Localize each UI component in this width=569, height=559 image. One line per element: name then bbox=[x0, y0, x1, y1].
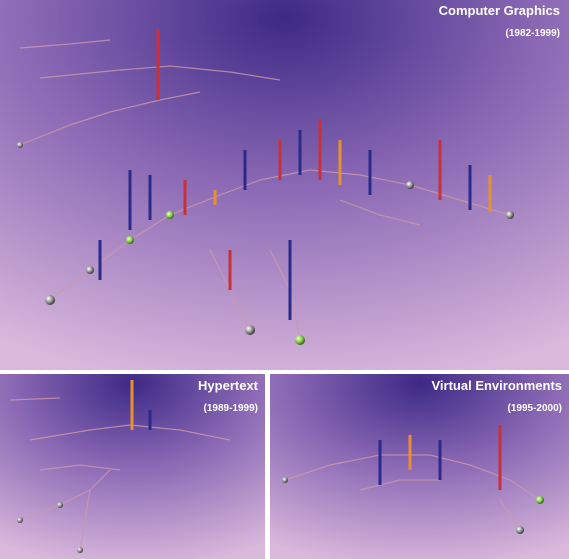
panel-background bbox=[0, 0, 569, 370]
panel-title: Computer Graphics bbox=[439, 3, 560, 18]
edges bbox=[9, 397, 231, 551]
panel-background bbox=[270, 374, 569, 559]
node bbox=[245, 325, 255, 335]
node bbox=[166, 211, 174, 219]
node bbox=[45, 295, 55, 305]
panel-hypertext: Hypertext (1989-1999) bbox=[0, 374, 265, 559]
node bbox=[77, 547, 83, 553]
panel-title: Virtual Environments bbox=[431, 378, 562, 393]
panel-computer-graphics: Computer Graphics (1982-1999) bbox=[0, 0, 569, 370]
node bbox=[406, 181, 414, 189]
node bbox=[17, 517, 23, 523]
panel-virtual-environments: Virtual Environments (1995-2000) bbox=[270, 374, 569, 559]
node bbox=[86, 266, 94, 274]
node bbox=[57, 502, 63, 508]
node bbox=[516, 526, 524, 534]
node bbox=[506, 211, 514, 219]
node bbox=[282, 477, 288, 483]
node bbox=[126, 236, 134, 244]
panel-title: Hypertext bbox=[198, 378, 259, 393]
network-decoration bbox=[282, 425, 544, 534]
node bbox=[17, 142, 23, 148]
panel-years: (1982-1999) bbox=[506, 28, 560, 39]
node bbox=[536, 496, 544, 504]
edges bbox=[19, 39, 281, 146]
network-decoration bbox=[17, 30, 514, 345]
panel-years: (1995-2000) bbox=[508, 403, 562, 414]
panel-years: (1989-1999) bbox=[204, 403, 258, 414]
edges bbox=[284, 454, 541, 531]
network-decoration bbox=[9, 380, 231, 553]
node bbox=[295, 335, 305, 345]
